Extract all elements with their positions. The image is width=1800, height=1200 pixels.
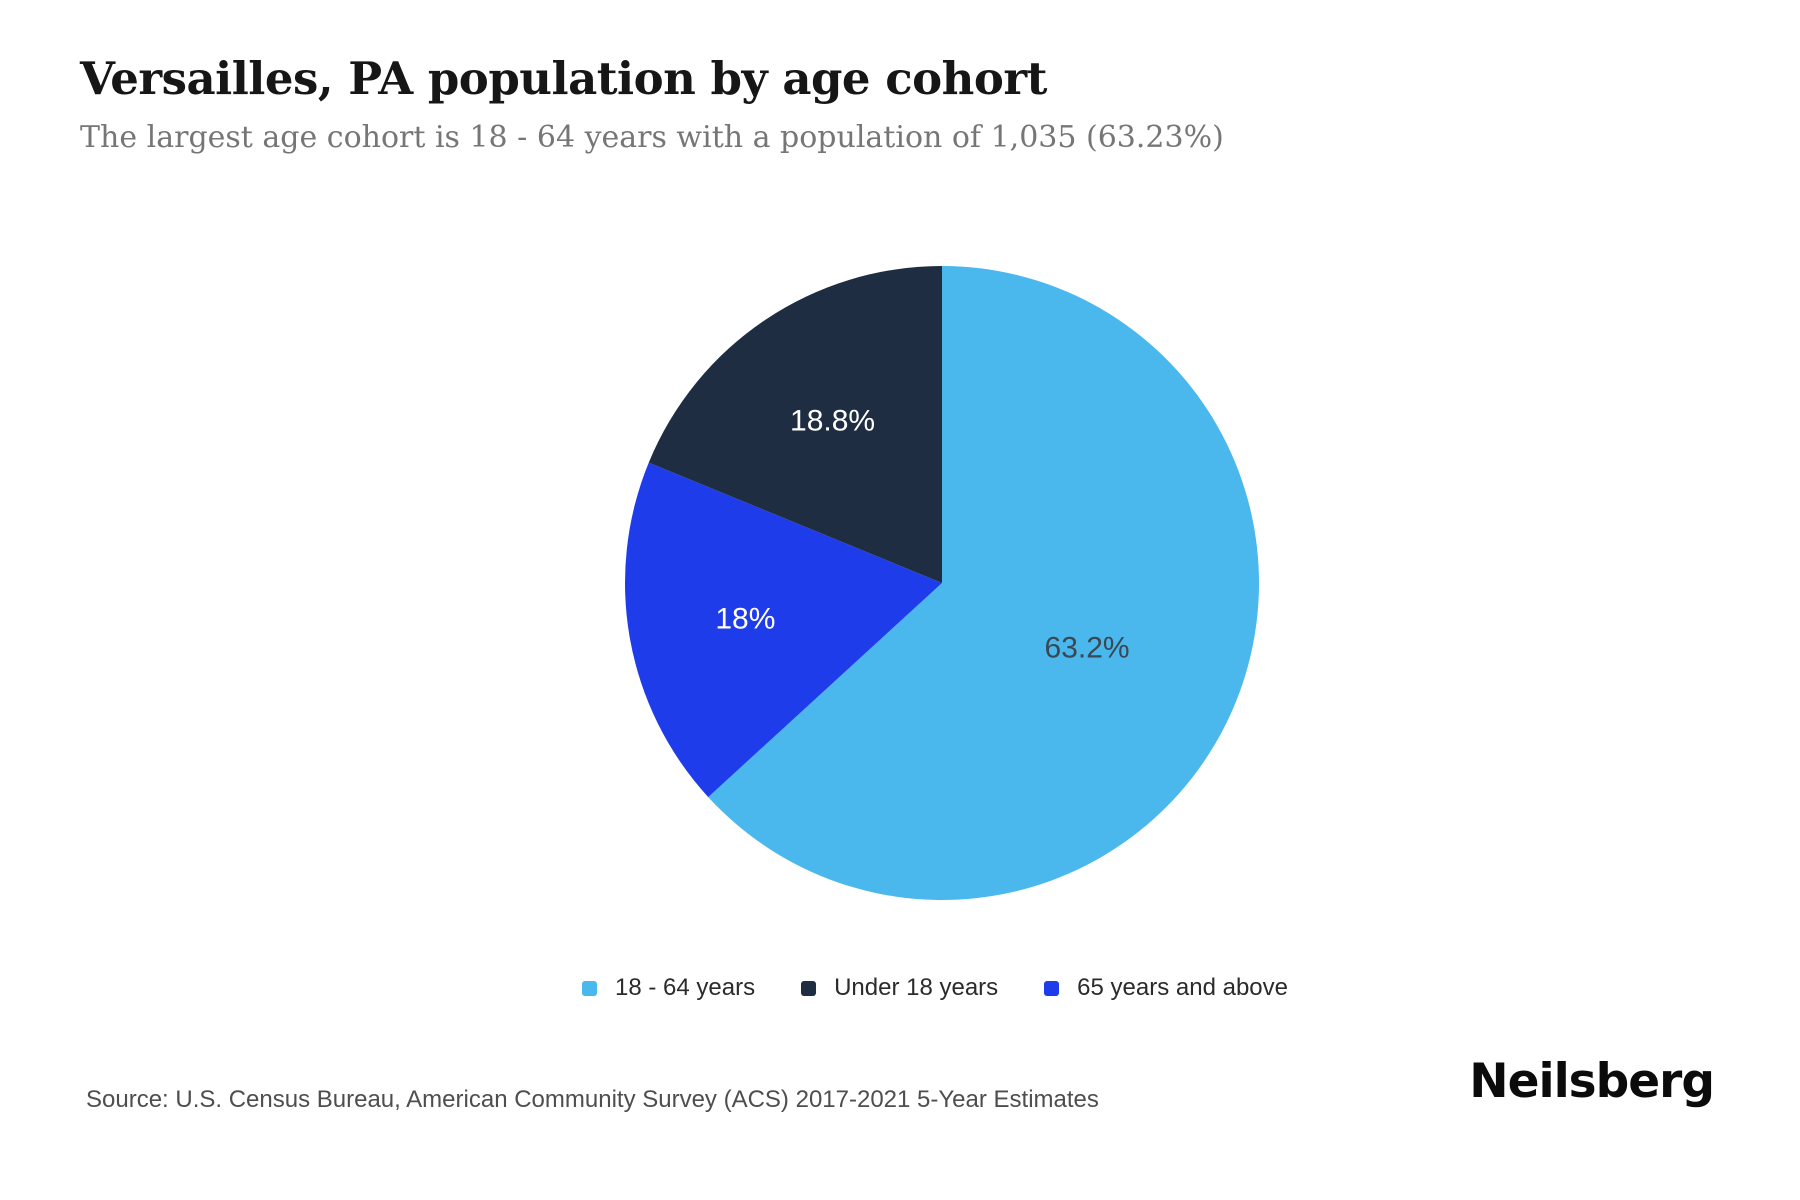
pie-slice-value-label-18-64-years: 63.2% [1045,631,1130,664]
legend-item-under-18-years[interactable]: Under 18 years [801,974,998,1002]
brand-logo: Neilsberg [1469,1054,1715,1109]
pie-slice-18-64-years[interactable] [708,266,1260,900]
chart-legend: 18 - 64 years Under 18 years 65 years and … [35,974,1800,1002]
pie-chart: 63.2% 18% 18.8% [625,266,1260,900]
legend-item-65-years-and-above[interactable]: 65 years and above [1044,974,1288,1002]
legend-label-under-18-years: Under 18 years [834,974,999,1001]
page-title: Versailles, PA population by age cohort [80,52,1047,105]
legend-label-18-64-years: 18 - 64 years [615,974,756,1001]
legend-swatch-18-64-years [582,980,597,996]
page-subtitle: The largest age cohort is 18 - 64 years … [80,120,1224,155]
source-attribution: Source: U.S. Census Bureau, American Com… [86,1086,1099,1113]
pie-slice-65-years-and-above[interactable] [625,462,942,798]
legend-swatch-under-18-years [801,980,817,996]
legend-label-65-years-and-above: 65 years and above [1077,974,1288,1001]
pie-slice-value-label-under-18-years: 18.8% [790,404,875,437]
pie-slice-under-18-years[interactable] [648,266,942,583]
legend-swatch-65-years-and-above [1044,980,1060,996]
pie-slice-value-label-65-years-and-above: 18% [715,603,775,636]
legend-item-18-64-years[interactable]: 18 - 64 years [582,974,755,1002]
